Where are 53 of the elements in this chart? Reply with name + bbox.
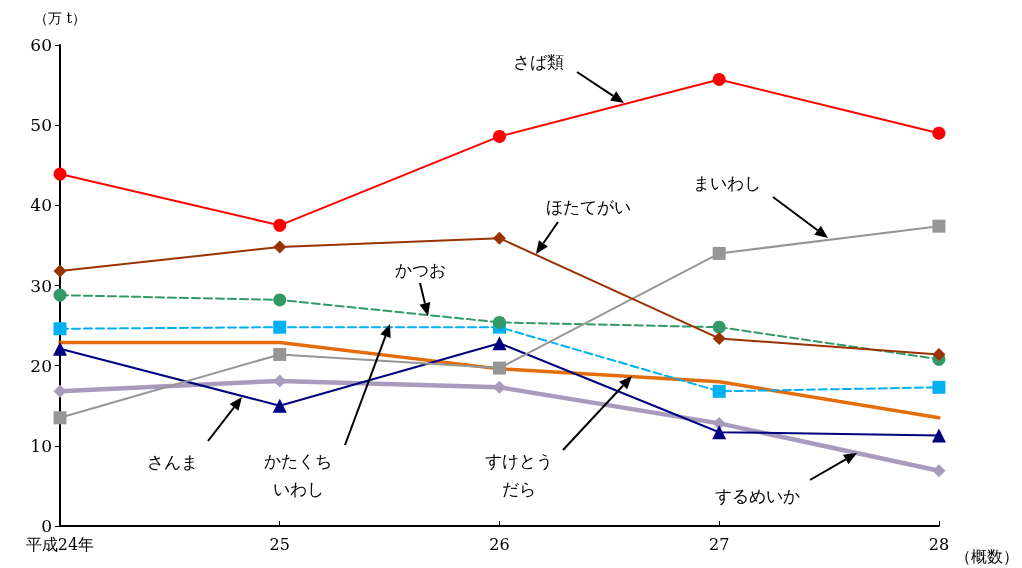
y-tick-label: 10	[30, 435, 52, 456]
y-tick-label: 20	[30, 355, 52, 376]
point	[273, 240, 287, 254]
annotation: さば類	[512, 52, 564, 72]
x-tick-label: 25	[269, 534, 290, 554]
point	[492, 361, 506, 375]
point	[53, 167, 67, 181]
point	[492, 129, 506, 143]
annotation: さんま	[146, 452, 198, 472]
point	[273, 218, 287, 232]
x-axis-title: （概数）	[955, 546, 1019, 566]
point	[492, 336, 507, 351]
point	[492, 315, 506, 329]
point	[53, 341, 67, 356]
point	[273, 320, 287, 334]
y-tick-label: 40	[30, 195, 52, 216]
annotation: まいわし	[693, 173, 761, 193]
y-axis-title: （万 t）	[33, 10, 87, 26]
point	[53, 264, 67, 278]
point	[492, 231, 506, 245]
annotation: かたくちいわし	[264, 451, 332, 499]
point	[932, 464, 946, 478]
x-tick-label: 27	[709, 534, 730, 554]
point	[272, 398, 287, 413]
point	[712, 425, 727, 440]
point	[712, 331, 726, 345]
y-tick-label: 0	[41, 516, 52, 536]
point	[53, 288, 67, 302]
point	[712, 384, 726, 398]
y-tick-label: 50	[30, 115, 52, 136]
x-tick-label: 28	[928, 534, 950, 554]
x-tick-label: 26	[489, 534, 510, 554]
point	[932, 126, 946, 140]
point	[932, 347, 946, 361]
point	[931, 428, 946, 443]
y-tick-label: 30	[30, 275, 52, 296]
point	[273, 293, 287, 307]
point	[932, 219, 946, 233]
y-tick-label: 60	[30, 35, 52, 55]
point	[273, 347, 287, 361]
point	[712, 416, 726, 430]
point	[53, 322, 67, 336]
annotation: すけとうだら	[485, 451, 553, 499]
point	[932, 380, 946, 394]
annotation: かつお	[394, 260, 446, 280]
annotation: するめいか	[714, 486, 800, 506]
point	[712, 320, 726, 334]
point	[712, 246, 726, 260]
point	[712, 72, 726, 86]
point	[53, 411, 67, 425]
x-tick-label: 平成24年	[25, 534, 95, 554]
point	[53, 384, 67, 398]
annotation: ほたてがい	[545, 197, 631, 217]
